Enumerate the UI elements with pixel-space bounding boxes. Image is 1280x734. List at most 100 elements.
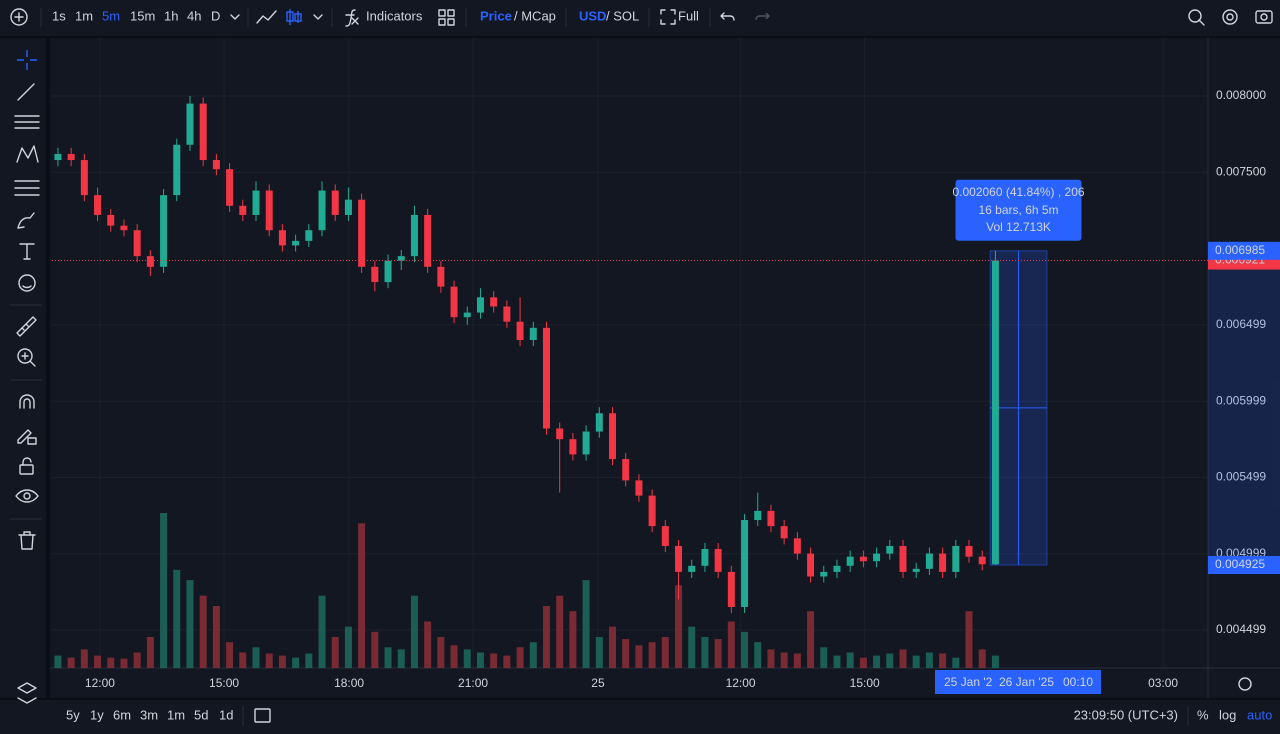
projection-tool[interactable] <box>14 180 40 196</box>
add-symbol-icon[interactable] <box>10 8 28 26</box>
stay-drawing-tool[interactable] <box>17 429 37 445</box>
volume-bar <box>701 637 709 668</box>
volume-bar <box>820 647 828 668</box>
volume-bar <box>120 658 128 668</box>
range-button[interactable]: 1m <box>167 707 185 722</box>
settings-icon-center <box>1226 13 1234 21</box>
fib-tool[interactable] <box>14 115 40 129</box>
object-tree-icon[interactable] <box>17 682 37 704</box>
settings-icon[interactable] <box>1222 9 1238 25</box>
range-button[interactable]: 5d <box>194 707 208 722</box>
range-button[interactable]: 6m <box>113 707 131 722</box>
mcap-toggle[interactable]: / MCap <box>514 8 556 23</box>
indicators-icon[interactable] <box>345 9 359 27</box>
measure-summary: 0.002060 (41.84%) , 206 <box>952 185 1084 199</box>
volume-bar <box>265 653 273 668</box>
text-tool[interactable] <box>19 243 35 260</box>
percent-toggle[interactable]: % <box>1197 707 1209 722</box>
search-icon[interactable] <box>1188 9 1202 23</box>
lock-tool[interactable] <box>19 464 34 475</box>
y-tick-label: 0.004499 <box>1216 622 1266 636</box>
auto-toggle[interactable]: auto <box>1247 707 1272 722</box>
candle-body <box>476 297 484 313</box>
interval[interactable]: 1m <box>75 8 93 23</box>
log-toggle[interactable]: log <box>1219 707 1236 722</box>
candle-body <box>556 428 564 440</box>
volume-bar <box>859 657 867 668</box>
volume-bar <box>133 652 141 668</box>
volume-bar <box>54 655 62 668</box>
candle-body <box>899 545 907 572</box>
snapshot-icon[interactable] <box>1255 10 1273 24</box>
volume-bar <box>397 649 405 668</box>
volume-bar <box>688 626 696 668</box>
redo-icon[interactable] <box>755 12 770 21</box>
trend-line-tool[interactable] <box>17 83 35 101</box>
candle-body <box>212 160 220 170</box>
time-range-start: 25 Jan '2 <box>944 675 993 689</box>
magnet-tool[interactable] <box>19 394 35 409</box>
y-tick-label: 0.005499 <box>1216 470 1266 484</box>
visibility-tool[interactable] <box>15 489 39 503</box>
measure-tool[interactable] <box>16 316 37 337</box>
crosshair-tool[interactable] <box>17 50 37 70</box>
volume-bar <box>807 611 815 668</box>
indicators-button[interactable]: Indicators <box>366 8 423 23</box>
undo-icon[interactable] <box>720 12 735 21</box>
volume-bar <box>952 657 960 668</box>
candle-body <box>661 526 669 546</box>
candle-body <box>80 160 88 196</box>
pattern-tool[interactable] <box>16 145 39 163</box>
candle-body <box>780 526 788 539</box>
line-chart-icon[interactable] <box>256 10 277 24</box>
time-range-time: 00:10 <box>1063 675 1093 689</box>
candle-body <box>754 510 762 521</box>
interval-dropdown[interactable] <box>230 14 240 20</box>
candle-icon[interactable] <box>286 11 294 22</box>
x-tick-label: 15:00 <box>850 676 880 690</box>
volume-bar <box>424 621 432 668</box>
fullscreen-icon[interactable] <box>660 9 676 25</box>
fullscreen-button[interactable]: Full <box>678 8 699 23</box>
interval[interactable]: 15m <box>130 8 155 23</box>
price-toggle[interactable]: Price <box>480 8 512 23</box>
candle-body <box>622 459 630 481</box>
layouts-icon[interactable] <box>438 9 455 26</box>
range-button[interactable]: 1y <box>90 707 104 722</box>
time-axis-settings[interactable] <box>1238 677 1252 691</box>
volume-bar <box>925 652 933 668</box>
usd-toggle[interactable]: USD <box>579 8 606 23</box>
snapshot-lens <box>1260 13 1268 21</box>
candle-body <box>635 480 643 496</box>
chart-type-dropdown[interactable] <box>313 14 323 20</box>
time-range-end: 26 Jan '25 <box>999 675 1054 689</box>
delete-tool[interactable] <box>18 531 36 550</box>
zoom-tool[interactable] <box>17 348 33 364</box>
volume-bar <box>780 652 788 668</box>
candle-body <box>252 190 260 215</box>
volume-bar <box>107 657 115 668</box>
range-button[interactable]: 1d <box>219 707 233 722</box>
candle-body <box>912 568 920 572</box>
volume-bar <box>899 649 907 668</box>
interval[interactable]: 4h <box>187 8 201 23</box>
candle-body <box>54 153 62 161</box>
go-to-date-icon[interactable] <box>254 708 271 723</box>
top-toolbar-items: 1s 1m 5m 15m 1h 4h D Indicators Price / … <box>10 8 1273 27</box>
range-button[interactable]: 3m <box>140 707 158 722</box>
range-button[interactable]: 5y <box>66 707 80 722</box>
volume-bar <box>609 626 617 668</box>
interval[interactable]: D <box>211 8 220 23</box>
interval[interactable]: 1s <box>52 8 66 23</box>
volume-bar <box>371 631 379 668</box>
candle-body <box>331 190 339 215</box>
interval-active[interactable]: 5m <box>102 8 120 23</box>
volume-bar <box>503 655 511 668</box>
candle-body <box>820 571 828 577</box>
sol-toggle[interactable]: / SOL <box>606 8 639 23</box>
candle-body <box>94 195 102 215</box>
interval[interactable]: 1h <box>164 8 178 23</box>
emoji-tool[interactable] <box>18 274 36 292</box>
volume-bar <box>714 639 722 668</box>
brush-tool[interactable] <box>17 212 35 229</box>
